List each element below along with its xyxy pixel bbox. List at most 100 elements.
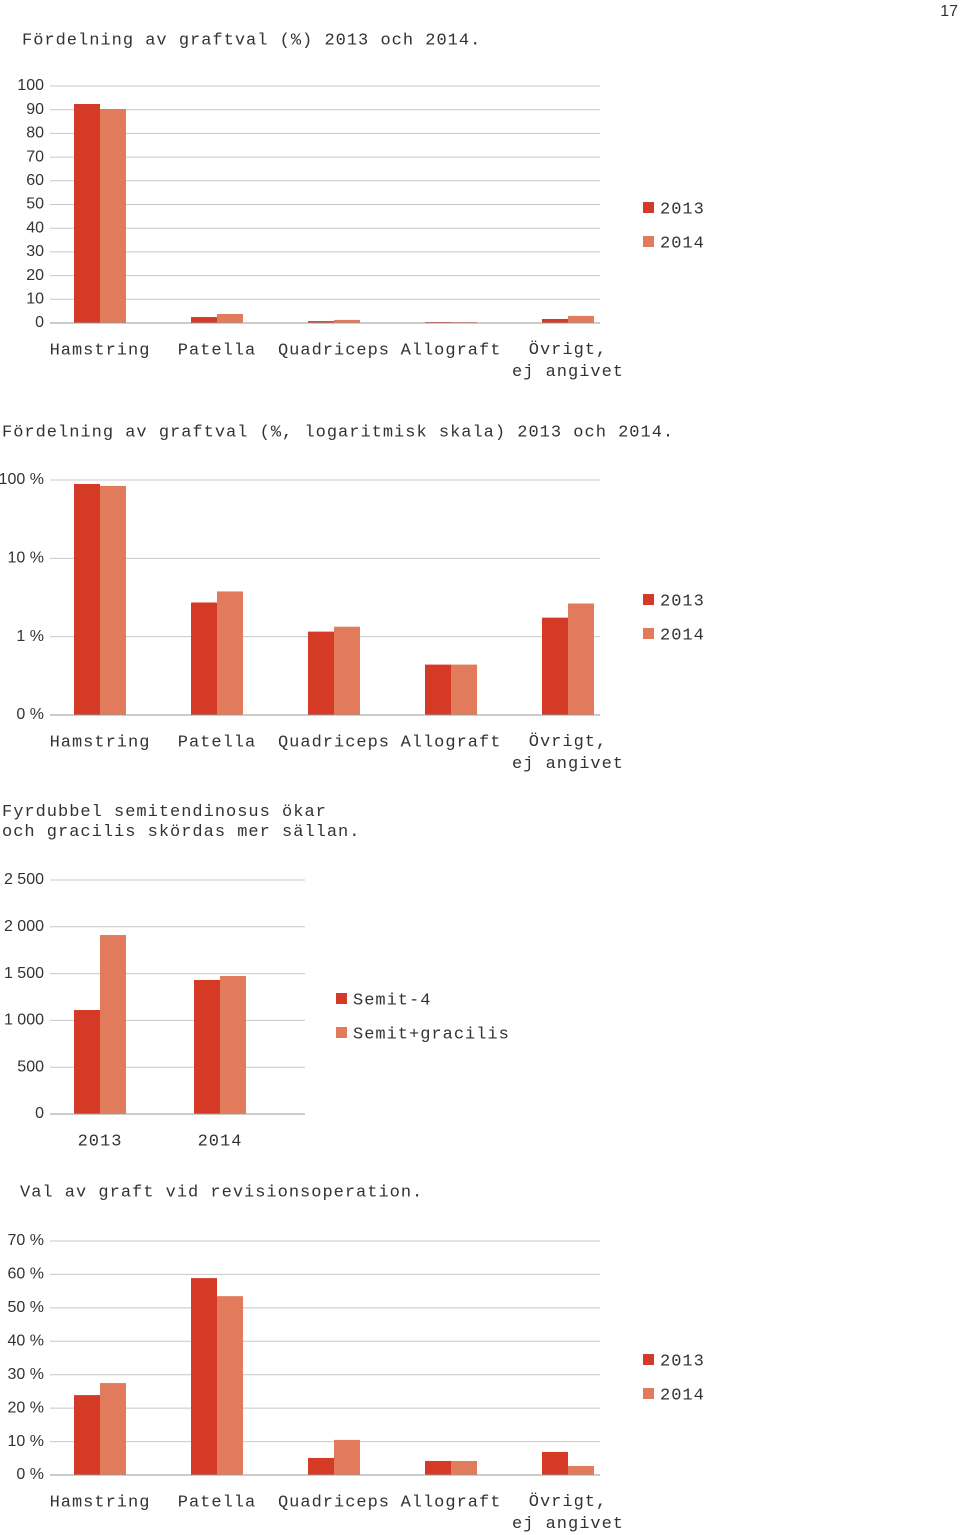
bar [308, 631, 334, 715]
bar [451, 1460, 477, 1475]
bar [334, 626, 360, 715]
bar [542, 1451, 568, 1475]
x-tick-label: Allograft [401, 1493, 502, 1512]
legend-label: 2014 [660, 626, 705, 645]
y-tick-label: 30 % [8, 1366, 44, 1383]
y-tick-label: 60 [26, 172, 44, 189]
y-tick-label: 10 % [8, 1433, 44, 1450]
x-tick-label: 2013 [78, 1132, 123, 1151]
x-tick-label: Övrigt, ej angivet [512, 732, 624, 774]
y-tick-label: 60 % [8, 1266, 44, 1283]
y-tick-label: 100 [17, 77, 44, 94]
bar [542, 617, 568, 715]
x-tick-label: Övrigt, ej angivet [512, 340, 624, 382]
y-tick-label: 70 % [8, 1232, 44, 1249]
bar [220, 976, 246, 1114]
x-tick-label: Hamstring [50, 1493, 151, 1512]
legend-label: Semit+gracilis [353, 1025, 510, 1044]
legend-swatch [643, 1354, 654, 1365]
bar [191, 602, 217, 715]
bar [191, 1278, 217, 1475]
y-tick-label: 90 [26, 101, 44, 118]
legend-swatch [643, 628, 654, 639]
y-tick-label: 80 [26, 125, 44, 142]
y-tick-label: 50 % [8, 1299, 44, 1316]
y-tick-label: 100 % [0, 471, 44, 488]
y-tick-label: 40 [26, 219, 44, 236]
y-tick-label: 20 % [8, 1399, 44, 1416]
legend-label: 2013 [660, 1352, 705, 1371]
chart-title: Fördelning av graftval (%) 2013 och 2014… [22, 31, 481, 50]
y-tick-label: 10 % [8, 550, 44, 567]
legend-label: 2013 [660, 592, 705, 611]
legend-label: 2014 [660, 1386, 705, 1405]
y-tick-label: 20 [26, 267, 44, 284]
x-tick-label: Quadriceps [278, 733, 390, 752]
y-tick-label: 0 % [16, 706, 44, 723]
bar [308, 1457, 334, 1475]
bar [100, 108, 126, 323]
chart-title: Val av graft vid revisionsoperation. [20, 1183, 423, 1202]
bar [568, 315, 594, 323]
y-tick-label: 0 [35, 1105, 44, 1122]
x-tick-label: 2014 [198, 1132, 243, 1151]
y-tick-label: 2 000 [4, 918, 44, 935]
legend-label: Semit-4 [353, 991, 431, 1010]
bar [334, 1439, 360, 1475]
bar [425, 664, 451, 715]
y-tick-label: 2 500 [4, 871, 44, 888]
bar [74, 1010, 100, 1114]
legend-swatch [336, 1027, 347, 1038]
legend-swatch [643, 236, 654, 247]
legend-swatch [643, 594, 654, 605]
bar [100, 935, 126, 1114]
bar [425, 1460, 451, 1475]
x-tick-label: Quadriceps [278, 1493, 390, 1512]
chart-title: Fördelning av graftval (%, logaritmisk s… [2, 423, 674, 442]
x-tick-label: Hamstring [50, 341, 151, 360]
y-tick-label: 0 [35, 314, 44, 331]
legend-swatch [336, 993, 347, 1004]
bar [74, 1395, 100, 1475]
bar [217, 591, 243, 715]
y-tick-label: 1 000 [4, 1012, 44, 1029]
bar [74, 483, 100, 715]
y-tick-label: 500 [17, 1058, 44, 1075]
y-tick-label: 50 [26, 196, 44, 213]
x-tick-label: Patella [178, 341, 256, 360]
bar [451, 664, 477, 715]
bar [568, 603, 594, 715]
x-tick-label: Quadriceps [278, 341, 390, 360]
x-tick-label: Allograft [401, 733, 502, 752]
bar [74, 104, 100, 324]
bar [542, 318, 568, 323]
bar [568, 1465, 594, 1475]
bar [308, 321, 334, 323]
y-tick-label: 30 [26, 243, 44, 260]
y-tick-label: 10 [26, 291, 44, 308]
bar [194, 979, 220, 1114]
bar [334, 319, 360, 323]
x-tick-label: Hamstring [50, 733, 151, 752]
y-tick-label: 1 % [16, 628, 44, 645]
bar [217, 313, 243, 323]
bar [100, 1383, 126, 1475]
y-tick-label: 70 [26, 148, 44, 165]
x-tick-label: Patella [178, 733, 256, 752]
legend-swatch [643, 1388, 654, 1399]
x-tick-label: Patella [178, 1493, 256, 1512]
legend-swatch [643, 202, 654, 213]
bar [217, 1296, 243, 1475]
page-number: 17 [940, 3, 958, 20]
legend-label: 2014 [660, 234, 705, 253]
y-tick-label: 40 % [8, 1333, 44, 1350]
y-tick-label: 1 500 [4, 965, 44, 982]
x-tick-label: Övrigt, ej angivet [512, 1492, 624, 1534]
legend-label: 2013 [660, 200, 705, 219]
bar [100, 485, 126, 715]
x-tick-label: Allograft [401, 341, 502, 360]
bar [191, 317, 217, 323]
chart-title: Fyrdubbel semitendinosus ökar och gracili… [2, 803, 360, 842]
y-tick-label: 0 % [16, 1466, 44, 1483]
